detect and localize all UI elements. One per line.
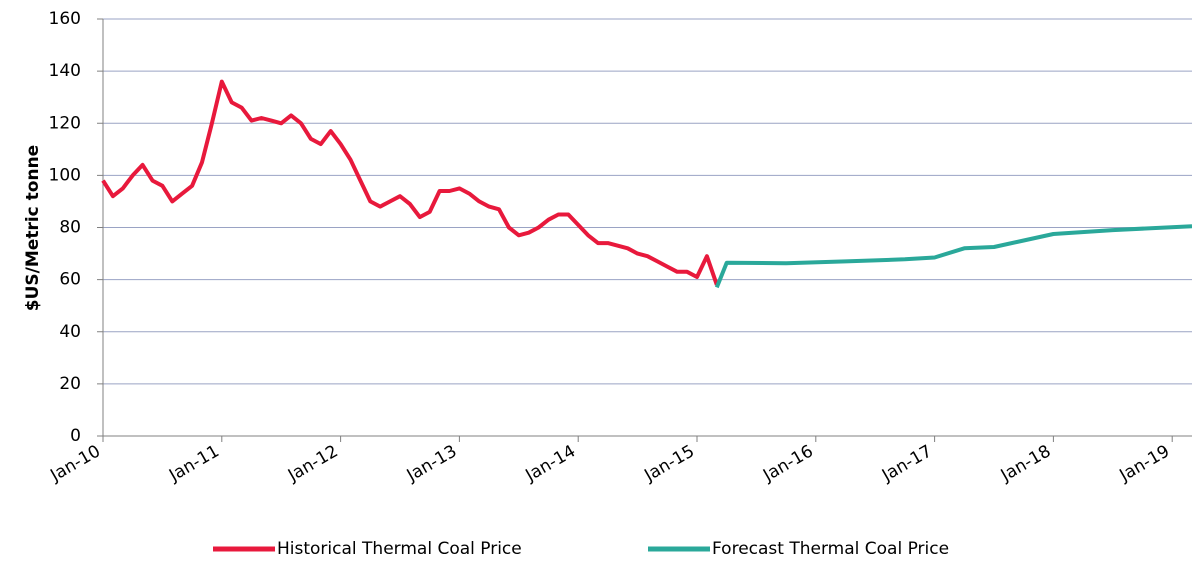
legend-label: Historical Thermal Coal Price xyxy=(277,539,522,559)
y-tick-label: 100 xyxy=(49,165,81,185)
x-tick-label: Jan-14 xyxy=(522,441,580,486)
legend-label: Forecast Thermal Coal Price xyxy=(712,539,949,559)
x-tick-label: Jan-19 xyxy=(1116,441,1174,486)
data-line xyxy=(714,224,1192,289)
y-tick-label: 80 xyxy=(59,218,81,238)
x-tick-label: Jan-17 xyxy=(878,441,936,486)
y-tick-label: 0 xyxy=(70,426,81,446)
x-tick-label: Jan-16 xyxy=(759,441,817,486)
x-tick-label: Jan-12 xyxy=(284,441,342,486)
y-axis-label: $US/Metric tonne xyxy=(23,145,43,311)
x-tick-label: Jan-10 xyxy=(46,441,104,486)
x-tick-label: Jan-18 xyxy=(997,441,1055,486)
x-tick-label: Jan-11 xyxy=(165,441,223,486)
y-tick-label: 160 xyxy=(49,9,81,29)
data-line xyxy=(101,79,719,286)
y-tick-label: 20 xyxy=(59,374,81,394)
y-tick-label: 140 xyxy=(49,61,81,81)
x-tick-label: Jan-15 xyxy=(640,441,698,486)
x-tick-label: Jan-13 xyxy=(403,441,461,486)
y-tick-label: 60 xyxy=(59,270,81,290)
y-tick-label: 120 xyxy=(49,113,81,133)
y-tick-label: 40 xyxy=(59,322,81,342)
